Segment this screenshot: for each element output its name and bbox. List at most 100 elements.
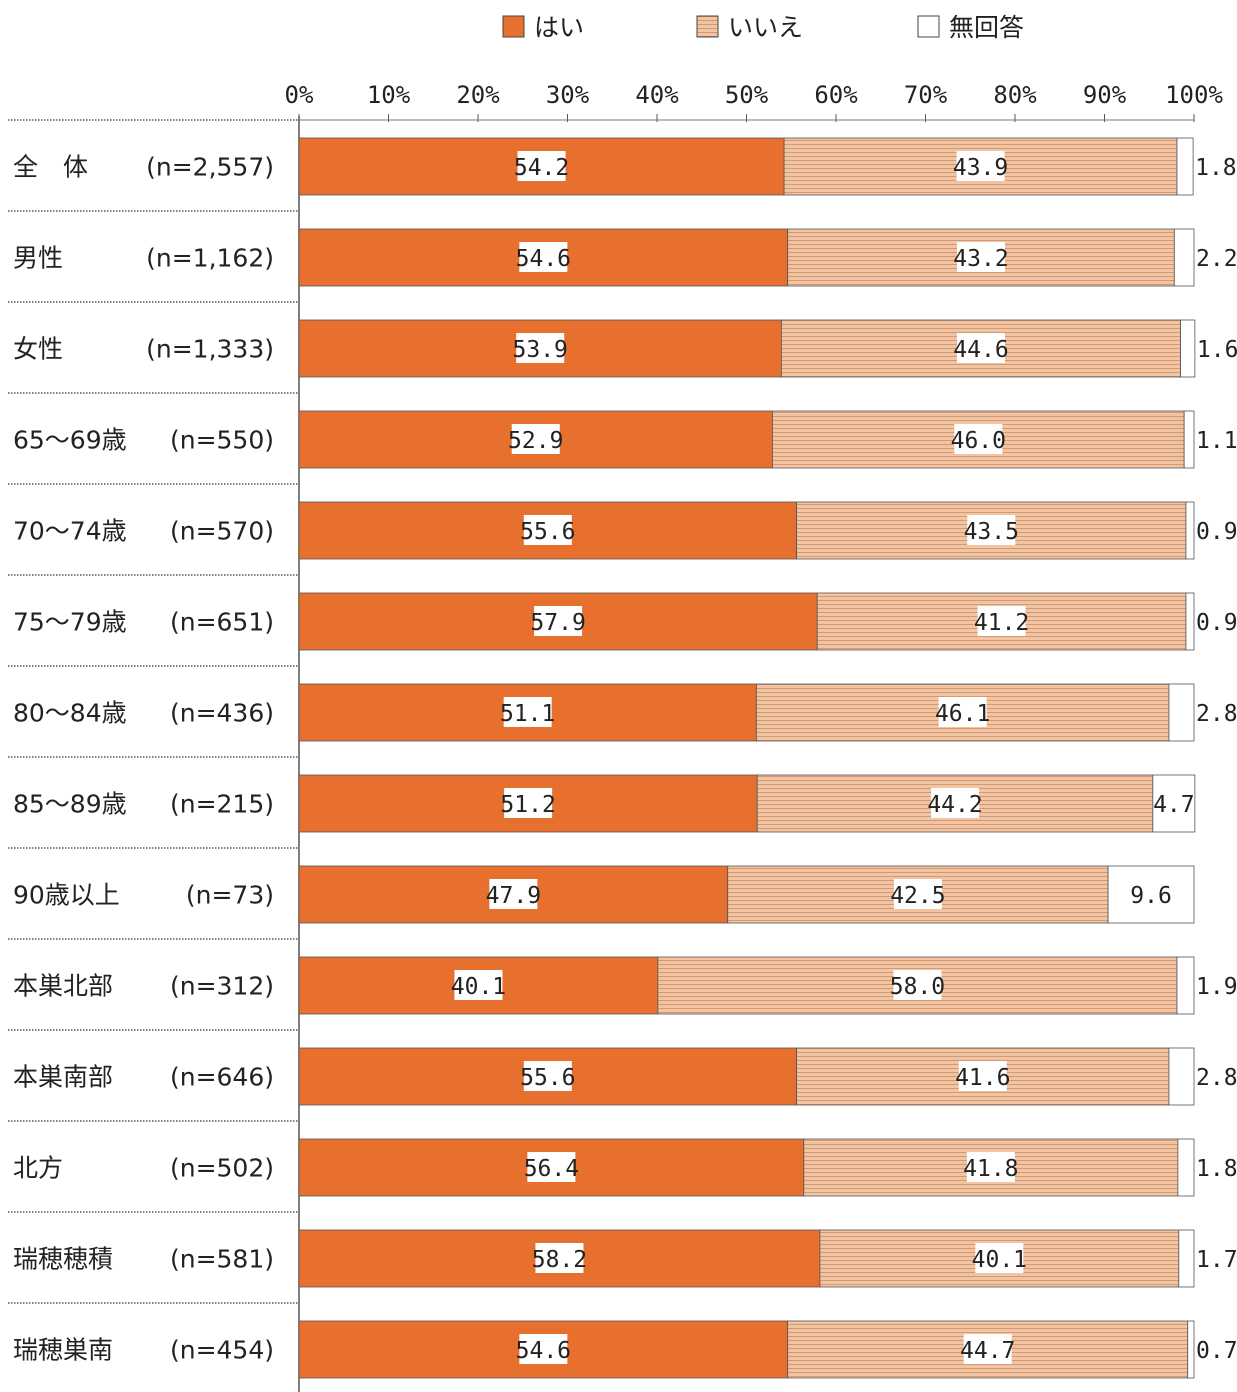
bar-segment-1: [298, 1138, 805, 1197]
row-label: 女性: [13, 335, 63, 364]
value-label: 9.6: [1130, 883, 1172, 909]
row-n: (n=646): [170, 1063, 274, 1092]
row-n: (n=581): [170, 1245, 274, 1274]
bars: 全 体 (n=2,557) 54.2 43.9 1.8 男性 (n=1,162) 54.6 43…: [8, 119, 1237, 1379]
legend-label-1: はい: [534, 13, 584, 42]
row-n: (n=436): [170, 699, 274, 728]
value-label: 46.0: [951, 428, 1006, 454]
row-n: (n=73): [186, 881, 274, 910]
value-label-bg: [454, 970, 503, 1000]
value-label: 40.1: [451, 974, 506, 1000]
value-label: 41.2: [974, 610, 1029, 636]
value-label-bg: [527, 1152, 576, 1182]
value-label: 42.5: [890, 883, 945, 909]
value-label: 44.2: [927, 792, 982, 818]
value-label: 51.1: [500, 701, 555, 727]
x-tick-label: 50%: [725, 81, 769, 109]
row-n: (n=215): [170, 790, 274, 819]
bar-row: 本巣北部 (n=312) 40.1 58.0 1.9: [8, 938, 1237, 1015]
x-tick-label: 100%: [1165, 81, 1223, 109]
row-label: 80～84歳: [13, 699, 127, 728]
value-label: 44.6: [953, 337, 1008, 363]
legend-label-2: いいえ: [728, 13, 803, 42]
row-label: 全 体: [13, 153, 88, 182]
legend-swatch-2: [696, 15, 719, 38]
value-label: 43.9: [953, 155, 1008, 181]
row-n: (n=454): [170, 1336, 274, 1365]
value-label: 58.2: [532, 1247, 587, 1273]
bar-segment-3: [1173, 228, 1195, 287]
bar-row: 70～74歳 (n=570) 55.6 43.5 0.9: [8, 483, 1237, 560]
bar-row: 85～89歳 (n=215) 51.2 44.2 4.7: [8, 756, 1196, 833]
value-label-bg: [517, 151, 566, 181]
value-label: 2.8: [1196, 701, 1237, 727]
value-label: 0.9: [1196, 610, 1237, 636]
legend-swatch-3: [917, 15, 940, 38]
bar-row: 90歳以上 (n=73) 47.9 42.5 9.6: [8, 847, 1195, 924]
bar-row: 瑞穂巣南 (n=454) 54.6 44.7 0.7: [8, 1302, 1237, 1379]
bar-segment-3: [1180, 319, 1196, 378]
value-label: 55.6: [520, 1065, 575, 1091]
value-label-bg: [504, 788, 553, 818]
legend-label-3: 無回答: [949, 13, 1024, 42]
value-label-bg: [534, 606, 583, 636]
bar-segment-3: [1177, 1138, 1195, 1197]
value-label-bg: [519, 1334, 568, 1364]
value-label: 44.7: [960, 1338, 1015, 1364]
row-n: (n=570): [170, 517, 274, 546]
value-label: 41.6: [955, 1065, 1010, 1091]
value-label: 1.1: [1196, 428, 1237, 454]
value-label: 1.8: [1196, 1156, 1237, 1182]
value-label-bg: [966, 1152, 1015, 1182]
value-label: 52.9: [508, 428, 563, 454]
value-label: 54.2: [514, 155, 569, 181]
value-label-bg: [956, 242, 1005, 272]
value-label: 53.9: [513, 337, 568, 363]
value-label: 56.4: [524, 1156, 579, 1182]
bar-segment-3: [1152, 774, 1196, 833]
bar-segment-3: [1168, 1047, 1195, 1106]
value-label-bg: [956, 151, 1005, 181]
value-label: 1.7: [1196, 1247, 1237, 1273]
value-label-bg: [963, 1334, 1012, 1364]
bar-segment-3: [1183, 410, 1195, 469]
bar-segment-3: [1185, 592, 1195, 651]
legend: はい いいえ 無回答: [502, 13, 1024, 42]
x-tick-label: 40%: [635, 81, 679, 109]
value-label: 46.1: [935, 701, 990, 727]
value-label-bg: [523, 1061, 572, 1091]
value-label-bg: [958, 1061, 1007, 1091]
bar-segment-2: [819, 1229, 1180, 1288]
bar-segment-1: [298, 774, 758, 833]
value-label: 0.9: [1196, 519, 1237, 545]
bar-row: 全 体 (n=2,557) 54.2 43.9 1.8: [8, 119, 1237, 196]
x-tick-label: 0%: [285, 81, 314, 109]
value-label-bg: [893, 970, 942, 1000]
value-label: 47.9: [486, 883, 541, 909]
x-axis: 0% 10% 20% 30% 40% 50% 60% 70% 80% 90% 100%: [285, 81, 1223, 1392]
value-label: 54.6: [516, 1338, 571, 1364]
row-n: (n=502): [170, 1154, 274, 1183]
value-label: 1.9: [1196, 974, 1237, 1000]
bar-segment-3: [1187, 1320, 1195, 1379]
row-n: (n=1,333): [146, 335, 274, 364]
value-label-bg: [893, 879, 942, 909]
value-label-bg: [511, 424, 560, 454]
value-label-bg: [967, 515, 1016, 545]
row-n: (n=1,162): [146, 244, 274, 273]
bar-segment-3: [1178, 1229, 1195, 1288]
value-label: 1.6: [1197, 337, 1237, 363]
row-n: (n=312): [170, 972, 274, 1001]
value-label: 0.7: [1196, 1338, 1237, 1364]
x-tick-label: 20%: [456, 81, 500, 109]
x-tick-label: 80%: [993, 81, 1037, 109]
row-label: 瑞穂穂積: [13, 1245, 113, 1274]
row-label: 瑞穂巣南: [13, 1336, 113, 1365]
bar-row: 北方 (n=502) 56.4 41.8 1.8: [8, 1120, 1237, 1197]
bar-row: 65～69歳 (n=550) 52.9 46.0 1.1: [8, 392, 1237, 469]
bar-segment-3: [1107, 865, 1195, 924]
value-label-bg: [489, 879, 538, 909]
row-label: 85～89歳: [13, 790, 127, 819]
value-label: 41.8: [963, 1156, 1018, 1182]
